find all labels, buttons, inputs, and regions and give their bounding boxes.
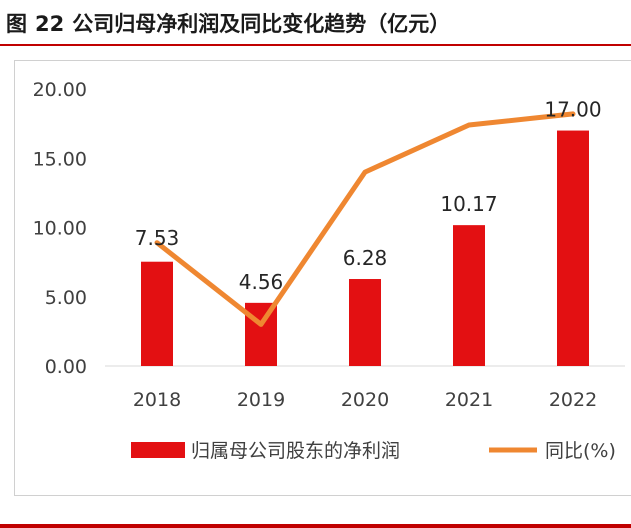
x-tick-label: 2018 [133,389,181,411]
y-tick-label: 20.00 [33,79,87,101]
y-tick-label: 0.00 [45,356,87,378]
legend-bar-label: 归属母公司股东的净利润 [191,440,400,462]
x-tick-label: 2022 [549,389,597,411]
figure-title-text: 公司归母净利润及同比变化趋势（亿元） [72,12,451,36]
figure-number: 22 [35,12,65,36]
bar [453,225,485,366]
chart-frame: 0.00 5.00 10.00 15.00 20.00 7.53 4.56 6.28 10.17… [14,60,631,496]
legend-line-label: 同比(%) [545,440,616,462]
y-tick-label: 15.00 [33,148,87,170]
x-tick-label: 2020 [341,389,389,411]
chart: 0.00 5.00 10.00 15.00 20.00 7.53 4.56 6.28 10.17… [33,79,625,462]
x-tick-label: 2019 [237,389,285,411]
bottom-rule [0,524,631,528]
figure-title: 图 22 公司归母净利润及同比变化趋势（亿元） [6,6,450,42]
bar-data-label: 4.56 [239,270,284,294]
figure-label: 图 [6,12,27,36]
bar-data-label: 7.53 [135,226,180,250]
bar [141,261,173,366]
x-tick-label: 2021 [445,389,493,411]
bar-data-label: 10.17 [440,192,497,216]
y-tick-label: 5.00 [45,287,87,309]
title-rule [0,44,631,46]
legend-bar-swatch [131,442,185,458]
bar [557,130,589,366]
bar-data-label: 17.00 [544,98,601,122]
bar [349,279,381,366]
y-tick-label: 10.00 [33,218,87,240]
bar-data-label: 6.28 [343,246,388,270]
